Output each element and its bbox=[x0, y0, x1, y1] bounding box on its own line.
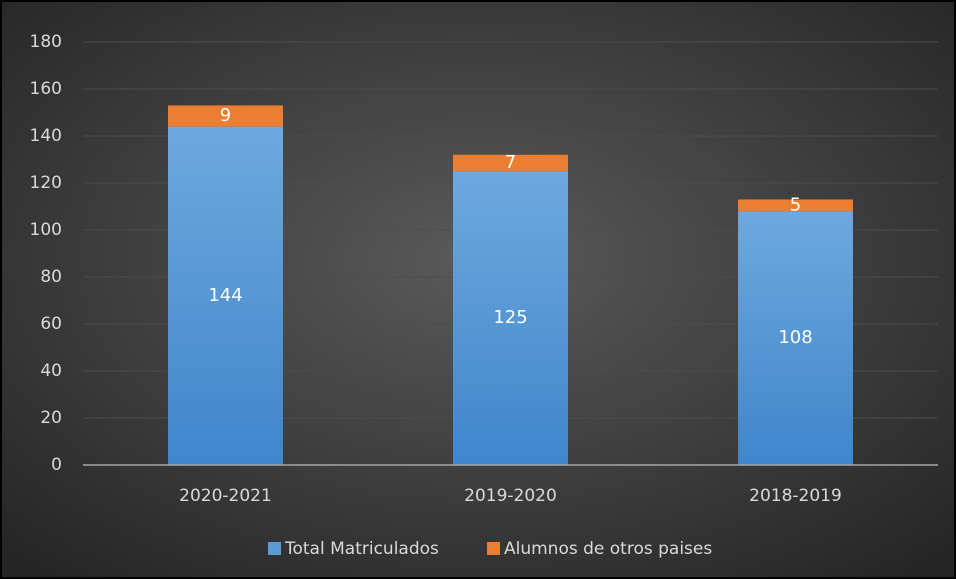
data-label: 5 bbox=[790, 194, 801, 215]
y-tick-label: 100 bbox=[30, 220, 62, 240]
y-tick-label: 140 bbox=[30, 126, 62, 146]
y-tick-label: 160 bbox=[30, 79, 62, 99]
legend-swatch bbox=[487, 542, 500, 555]
y-tick-label: 0 bbox=[51, 455, 62, 475]
x-tick-label: 2018-2019 bbox=[749, 486, 842, 506]
data-label: 125 bbox=[493, 307, 527, 328]
data-label: 9 bbox=[220, 105, 231, 126]
legend-swatch bbox=[268, 542, 281, 555]
y-tick-label: 40 bbox=[40, 361, 62, 381]
y-tick-label: 60 bbox=[40, 314, 62, 334]
data-label: 144 bbox=[208, 285, 242, 306]
bar-segment bbox=[738, 211, 853, 465]
legend-label: Total Matriculados bbox=[284, 539, 439, 559]
y-tick-label: 180 bbox=[30, 32, 62, 52]
bar-segment bbox=[168, 126, 283, 465]
bar-segment bbox=[453, 171, 568, 465]
y-tick-label: 20 bbox=[40, 408, 62, 428]
y-tick-label: 120 bbox=[30, 173, 62, 193]
legend-label: Alumnos de otros paises bbox=[504, 539, 712, 559]
x-tick-label: 2019-2020 bbox=[464, 486, 557, 506]
x-tick-label: 2020-2021 bbox=[179, 486, 272, 506]
bar-segment bbox=[168, 105, 283, 127]
bar-segment bbox=[738, 199, 853, 212]
y-tick-label: 80 bbox=[40, 267, 62, 287]
bar-segment bbox=[453, 154, 568, 172]
data-label: 108 bbox=[778, 327, 812, 348]
data-label: 7 bbox=[505, 152, 516, 173]
